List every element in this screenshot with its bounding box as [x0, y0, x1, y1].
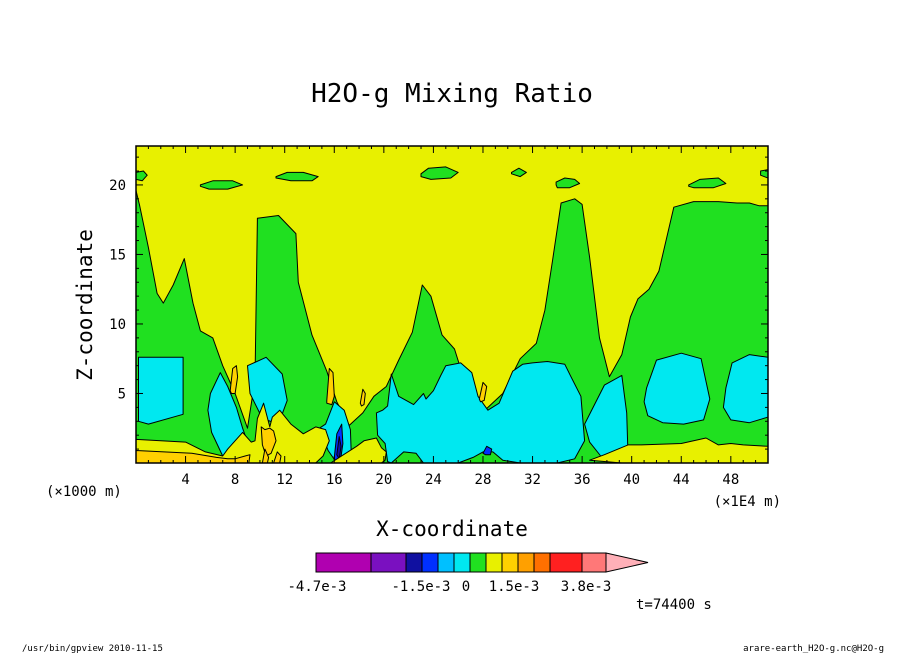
- y-tick-label: 10: [109, 317, 126, 333]
- contour-region-cyan-left: [138, 356, 184, 425]
- contour-region-orange-lens-18: [359, 388, 366, 407]
- y-tick-label: 15: [109, 247, 126, 263]
- colorbar-swatch: [549, 552, 583, 573]
- contour-region-green-blob-6: [555, 177, 581, 189]
- colorbar-extend-arrow: [605, 552, 649, 573]
- colorbar-swatch: [437, 552, 455, 573]
- x-tick-label: 20: [375, 472, 392, 488]
- colorbar-swatch: [469, 552, 487, 573]
- x-tick-label: 28: [475, 472, 492, 488]
- colorbar-label: 1.5e-3: [489, 579, 540, 595]
- colorbar-swatch: [370, 552, 407, 573]
- contour-region-cyan-right: [722, 354, 768, 424]
- contour-region-green-blob-1: [136, 170, 148, 182]
- colorbar-swatch: [501, 552, 519, 573]
- colorbar-labels: -4.7e-3 -1.5e-3 0 1.5e-3 3.8e-3: [287, 579, 611, 595]
- footer-program: /usr/bin/gpview 2010-11-15: [22, 644, 163, 654]
- x-tick-label: 16: [326, 472, 343, 488]
- colorbar-swatch: [405, 552, 423, 573]
- x-tick-label: 4: [181, 472, 189, 488]
- x-unit-left: (×1000 m): [46, 484, 122, 500]
- colorbar-swatch: [517, 552, 535, 573]
- y-axis-label: Z-coordinate: [73, 229, 97, 381]
- colorbar-swatch: [485, 552, 503, 573]
- x-tick-label: 12: [276, 472, 293, 488]
- plot-frame: [135, 145, 769, 464]
- contour-region-orange-peak-12: [273, 451, 282, 463]
- contour-region-orange-lens-15: [326, 368, 335, 406]
- colorbar-swatch: [453, 552, 471, 573]
- colorbar-label: -4.7e-3: [287, 579, 346, 595]
- contour-region-green-blob-4: [420, 166, 459, 180]
- contour-region-cyan-lobe-11: [247, 356, 288, 425]
- time-label: t=74400 s: [636, 597, 712, 613]
- contour-region-orange-floor-left: [136, 450, 251, 463]
- x-tick-label: 48: [722, 472, 739, 488]
- contour-region-green-blob-8: [760, 169, 768, 179]
- x-tick-label: 36: [574, 472, 591, 488]
- y-axis-ticks: 5 10 15 20: [109, 156, 768, 450]
- contour-regions: [136, 166, 768, 463]
- x-unit-right: (×1E4 m): [714, 494, 781, 510]
- x-tick-label: 40: [623, 472, 640, 488]
- x-axis-ticks: 4 8 12 16 20 24 28 32 36 40 44 48: [147, 146, 757, 488]
- y-tick-label: 5: [118, 386, 126, 402]
- colorbar-label: -1.5e-3: [391, 579, 450, 595]
- contour-region-yellow-low-mid: [330, 437, 387, 463]
- y-tick-label: 20: [109, 178, 126, 194]
- x-tick-label: 24: [425, 472, 442, 488]
- colorbar-swatch: [421, 552, 439, 573]
- contour-region-cyan-lobe-43: [643, 352, 711, 425]
- contour-region-orange-lens-28: [478, 381, 488, 403]
- colorbar-label: 3.8e-3: [561, 579, 612, 595]
- contour-region-orange-peak-10: [261, 448, 270, 463]
- x-tick-label: 8: [231, 472, 239, 488]
- colorbar-swatch: [315, 552, 372, 573]
- contour-region-blue-28: [482, 445, 493, 456]
- contour-region-green-blob-5: [511, 167, 527, 178]
- colorbar: [315, 552, 649, 573]
- contour-region-yellow-low-left: [136, 402, 330, 463]
- x-tick-label: 44: [673, 472, 690, 488]
- x-axis-label: X-coordinate: [376, 517, 528, 541]
- contour-region-green-blob-3: [275, 171, 319, 182]
- x-tick-label: 32: [524, 472, 541, 488]
- contour-region-green-blob-7: [688, 177, 727, 189]
- colorbar-label: 0: [462, 579, 470, 595]
- chart-title: H2O-g Mixing Ratio: [311, 79, 593, 109]
- contour-region-orange-lens-8: [229, 365, 239, 394]
- footer-source: arare-earth_H2O-g.nc@H2O-g: [743, 644, 884, 654]
- contour-region-yellow-low-right: [589, 437, 768, 463]
- colorbar-swatch: [581, 552, 607, 573]
- contour-region-cyan-main: [375, 361, 586, 463]
- contour-region-green-blob-2: [199, 180, 244, 190]
- colorbar-swatch: [533, 552, 551, 573]
